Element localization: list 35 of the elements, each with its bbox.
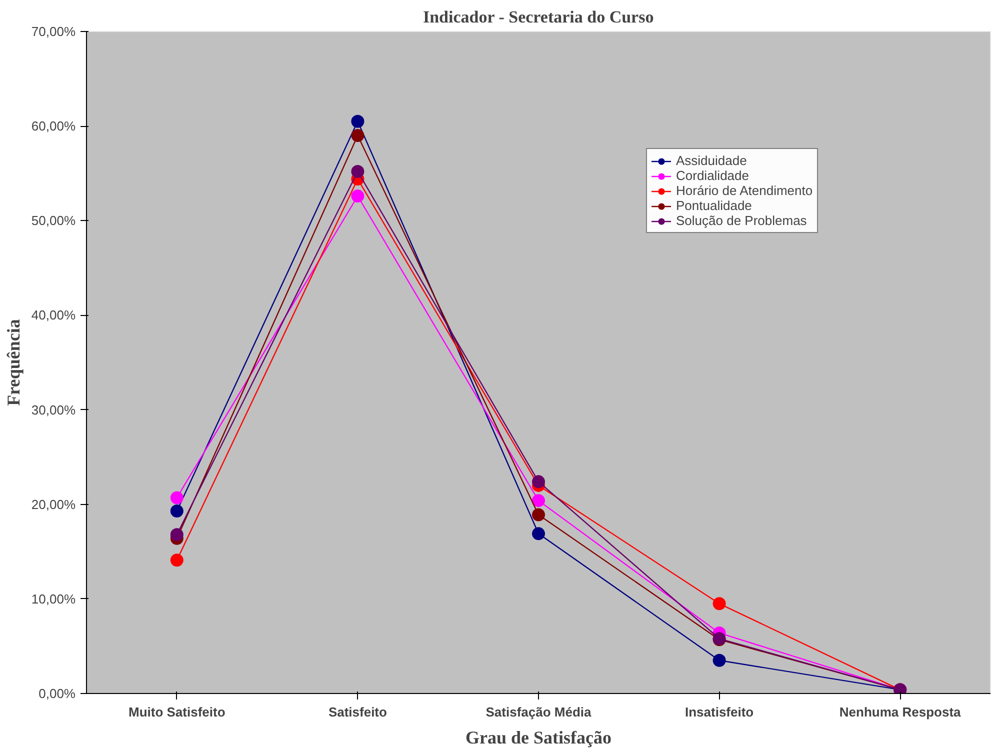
x-tick-label: Nenhuma Resposta	[839, 704, 962, 720]
y-axis-title: Frequência	[3, 319, 24, 406]
y-tick-label: 70,00%	[31, 24, 76, 39]
y-tick-label: 40,00%	[31, 308, 76, 323]
legend-label: Pontualidade	[676, 198, 752, 213]
point	[532, 527, 545, 540]
legend-label: Cordialidade	[676, 168, 749, 183]
y-tick-label: 10,00%	[31, 591, 76, 606]
x-tick-label: Insatisfeito	[684, 704, 754, 720]
point	[532, 475, 545, 488]
x-tick-label: Muito Satisfeito	[128, 704, 226, 720]
legend-label: Assiduidade	[676, 153, 747, 168]
y-tick-label: 0,00%	[38, 686, 76, 701]
x-tick-label: Satisfeito	[328, 704, 388, 720]
point	[351, 129, 364, 142]
legend-label: Solução de Problemas	[676, 213, 807, 228]
point	[712, 654, 726, 667]
point	[351, 114, 364, 128]
point	[170, 554, 184, 567]
point	[351, 190, 364, 203]
x-tick-label: Satisfação Média	[486, 704, 592, 720]
point	[351, 164, 364, 178]
point	[170, 504, 184, 518]
point	[170, 491, 184, 504]
point	[712, 597, 726, 610]
chart-title: Indicador - Secretaria do Curso	[422, 8, 654, 26]
point	[532, 494, 545, 508]
y-tick-label: 60,00%	[31, 118, 76, 134]
x-axis-title: Grau de Satisfação	[466, 728, 612, 748]
point	[170, 528, 184, 542]
y-tick-label: 30,00%	[31, 402, 76, 418]
y-tick-label: 20,00%	[31, 496, 76, 512]
legend-label: Horário de Atendimento	[676, 183, 813, 198]
y-tick-label: 50,00%	[31, 213, 76, 228]
point	[532, 508, 545, 522]
